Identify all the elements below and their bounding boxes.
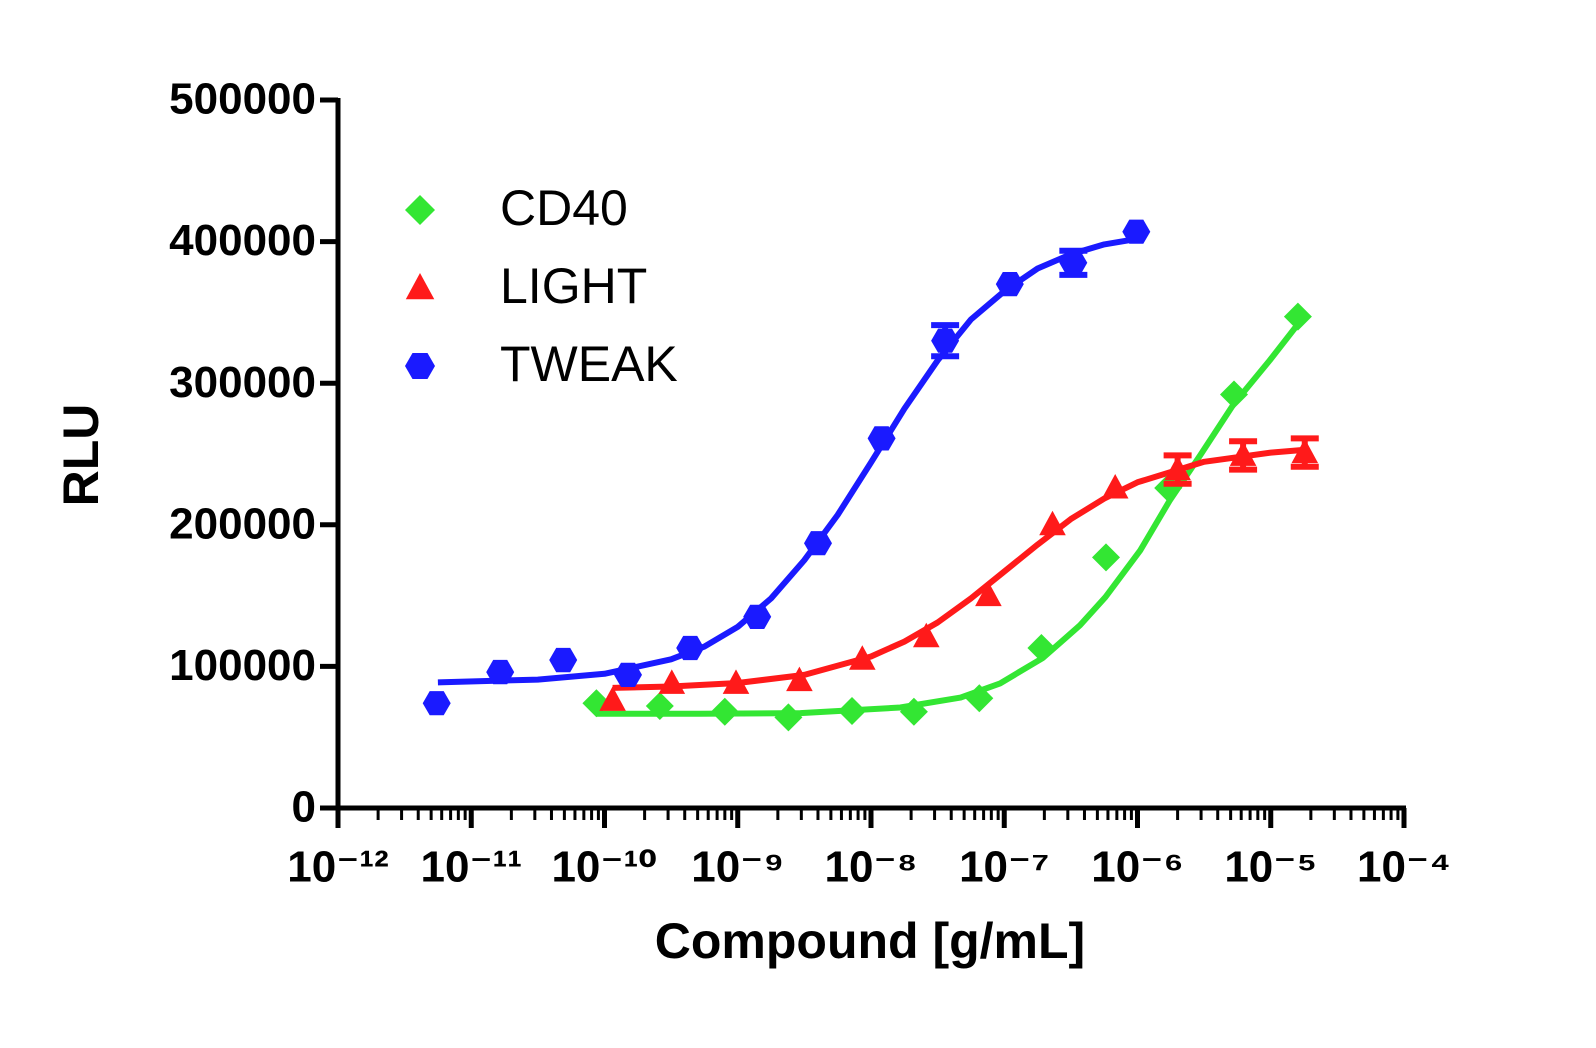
y-tick-label: 100000 [169, 641, 316, 690]
x-tick-label: 10⁻⁹ [691, 843, 784, 892]
x-tick-label: 10⁻¹² [287, 843, 388, 892]
diamond-marker [899, 697, 928, 726]
x-tick-label: 10⁻⁶ [1091, 843, 1183, 892]
hexagon-marker [614, 662, 642, 687]
y-tick-label: 0 [292, 783, 316, 832]
triangle-marker [1101, 474, 1129, 499]
triangle-marker [658, 669, 686, 694]
diamond-marker [965, 684, 994, 713]
x-tick-label: 10⁻¹¹ [421, 843, 522, 892]
diamond-marker [1092, 543, 1120, 572]
triangle-marker [849, 645, 876, 670]
x-tick-label: 10⁻⁵ [1224, 843, 1317, 892]
triangle-marker [599, 686, 626, 711]
x-tick-label: 10⁻⁷ [959, 843, 1049, 892]
hexagon-marker [1122, 219, 1151, 244]
hexagon-marker [422, 691, 451, 716]
hexagon-marker [676, 635, 705, 661]
y-tick-label: 500000 [169, 75, 316, 124]
y-tick-label: 400000 [169, 216, 316, 265]
x-tick-label: 10⁻¹⁰ [551, 843, 657, 892]
hexagon-marker [931, 328, 960, 353]
hexagon-marker [549, 647, 578, 673]
hexagon-marker [486, 659, 515, 685]
triangle-marker [786, 666, 813, 692]
diamond-marker [1027, 634, 1056, 662]
hexagon-marker [1059, 250, 1088, 275]
y-axis-title: RLU [53, 404, 109, 507]
diamond-marker [710, 697, 739, 726]
triangle-marker [1039, 510, 1066, 536]
x-tick-label: 10⁻⁴ [1357, 843, 1451, 892]
fit-curve [596, 323, 1300, 717]
hexagon-marker [405, 353, 435, 379]
x-axis-title: Compound [g/mL] [655, 913, 1085, 969]
fit-curve [437, 235, 1138, 686]
hexagon-marker [867, 426, 896, 451]
y-tick-label: 300000 [169, 358, 316, 407]
triangle-marker [722, 669, 750, 694]
x-tick-label: 10⁻⁸ [825, 843, 918, 892]
triangle-marker [1229, 441, 1257, 466]
diamond-marker [645, 692, 674, 720]
triangle-marker [1291, 438, 1319, 464]
triangle-marker [975, 581, 1002, 607]
diamond-marker [774, 703, 803, 732]
triangle-marker [1164, 455, 1191, 481]
legend-label: LIGHT [500, 258, 647, 314]
triangle-marker [913, 622, 940, 648]
legend-label: TWEAK [500, 336, 678, 392]
diamond-marker [1220, 380, 1248, 409]
hexagon-marker [743, 604, 772, 629]
triangle-marker [405, 273, 435, 300]
diamond-marker [405, 195, 435, 225]
hexagon-marker [804, 531, 832, 556]
legend-label: CD40 [500, 180, 628, 236]
fit-curve [612, 446, 1306, 691]
hexagon-marker [995, 272, 1024, 297]
diamond-marker [1283, 302, 1312, 331]
y-tick-label: 200000 [169, 499, 316, 548]
diamond-marker [838, 697, 866, 725]
